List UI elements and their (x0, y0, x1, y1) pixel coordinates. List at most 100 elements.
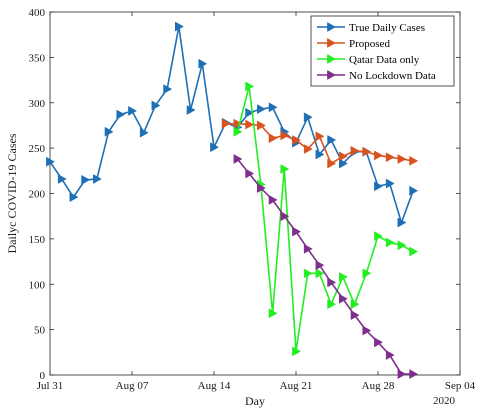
data-point (303, 268, 313, 279)
data-point (315, 149, 325, 160)
data-point (233, 126, 243, 137)
series-line (236, 86, 414, 352)
data-point (350, 145, 360, 156)
data-point (93, 174, 102, 184)
data-point (339, 272, 348, 282)
data-point (268, 308, 278, 319)
y-tick-label: 250 (29, 143, 46, 155)
legend-marker (327, 70, 337, 80)
data-point (268, 194, 278, 205)
data-point (151, 100, 161, 111)
y-axis-title: Dailyc COVID-19 Cases (5, 133, 19, 253)
legend-marker (327, 38, 337, 48)
data-point (257, 104, 266, 115)
x-tick-label: Sep 04 (445, 380, 476, 392)
data-point (257, 120, 266, 131)
data-point (374, 231, 384, 242)
data-point (221, 118, 231, 129)
x-tick-label: Aug 21 (280, 380, 313, 392)
legend-label: No Lockdown Data (349, 70, 436, 82)
data-point (362, 325, 372, 336)
data-point (268, 102, 278, 113)
data-point (362, 146, 372, 157)
y-tick-label: 300 (29, 98, 46, 110)
data-point (350, 299, 360, 310)
data-point (397, 217, 407, 228)
data-point (303, 112, 313, 123)
data-point (245, 119, 255, 130)
data-point (104, 126, 114, 137)
data-point (339, 151, 348, 162)
x-tick-label: Aug 07 (116, 380, 149, 392)
series-qatar-data-only (233, 81, 419, 357)
data-point (327, 135, 337, 145)
data-point (198, 58, 208, 69)
legend-label: Proposed (349, 38, 390, 50)
data-point (128, 105, 138, 116)
legend-label: Qatar Data only (349, 54, 420, 66)
y-tick-label: 350 (29, 52, 46, 64)
data-point (397, 154, 407, 164)
data-point (327, 277, 337, 288)
y-tick-label: 100 (29, 279, 46, 291)
data-point (409, 185, 419, 196)
data-point (116, 109, 126, 120)
data-point (175, 21, 184, 32)
legend-item: No Lockdown Data (317, 70, 436, 82)
data-point (245, 107, 255, 118)
y-tick-label: 150 (29, 234, 46, 246)
y-tick-label: 400 (29, 7, 46, 19)
data-point (374, 150, 384, 161)
data-point (374, 337, 384, 348)
data-point (81, 174, 91, 185)
data-point (339, 293, 348, 304)
y-tick-label: 50 (34, 325, 46, 337)
data-point (397, 240, 407, 251)
data-point (69, 192, 79, 203)
data-point (315, 268, 325, 279)
data-point (163, 84, 173, 95)
data-point (409, 369, 419, 380)
legend-marker (327, 22, 337, 32)
y-tick-label: 0 (40, 370, 46, 382)
data-point (303, 243, 313, 254)
data-point (374, 181, 384, 192)
data-point (315, 131, 325, 142)
data-point (280, 130, 290, 141)
x-tick-label: Aug 28 (362, 380, 395, 392)
x-tick-label: Aug 14 (198, 380, 231, 392)
data-point (245, 81, 255, 92)
series-layer (46, 21, 419, 380)
legend-item: Proposed (317, 38, 390, 50)
x-axis-title: Day (245, 394, 265, 408)
data-point (385, 178, 395, 189)
legend-marker (327, 54, 337, 64)
legend-item: True Daily Cases (317, 22, 425, 34)
y-tick-label: 200 (29, 189, 46, 201)
series-line (236, 158, 414, 375)
data-point (315, 260, 325, 271)
data-point (362, 268, 372, 279)
data-point (385, 152, 395, 163)
data-point (292, 226, 302, 237)
data-point (210, 142, 220, 153)
series-proposed (221, 118, 419, 169)
data-point (186, 105, 196, 115)
data-point (46, 156, 56, 167)
series-no-lockdown-data (233, 154, 419, 380)
data-point (139, 127, 149, 138)
data-point (233, 118, 243, 129)
data-point (303, 144, 313, 154)
x-tick-label: Jul 31 (37, 380, 64, 392)
data-point (350, 310, 360, 321)
data-point (280, 164, 290, 174)
data-point (257, 183, 266, 193)
data-point (327, 299, 337, 310)
data-point (385, 350, 395, 360)
data-point (397, 369, 407, 380)
data-point (339, 158, 348, 169)
data-point (268, 133, 278, 144)
data-point (409, 155, 419, 166)
legend: True Daily Cases Proposed Qatar Data only N… (310, 15, 455, 87)
